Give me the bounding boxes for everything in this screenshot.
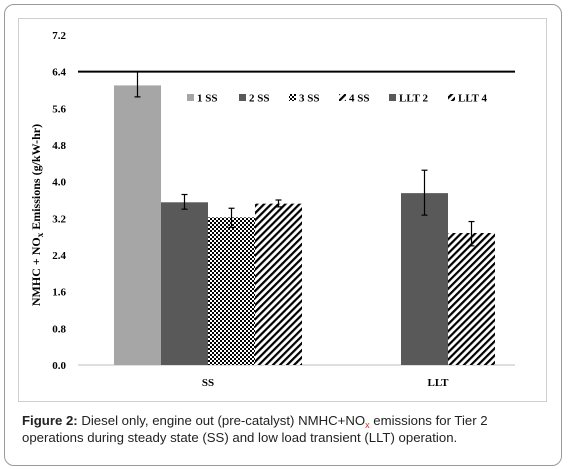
bar-3-ss: [208, 217, 255, 365]
caption-text-1: Diesel only, engine out (pre-catalyst) N…: [77, 413, 366, 428]
legend-label: 2 SS: [249, 93, 270, 105]
x-tick-label: LLT: [427, 377, 449, 389]
y-tick-label: 7.2: [52, 30, 66, 42]
error-bar: [468, 220, 475, 247]
legend-entry: 3 SS: [289, 93, 320, 105]
legend-swatch: [339, 94, 346, 101]
y-tick-label: 0.8: [52, 323, 66, 335]
legend-entry: LLT 4: [448, 93, 488, 105]
x-tick-label: SS: [202, 377, 214, 389]
caption-label: Figure 2:: [22, 413, 78, 428]
error-bar: [181, 193, 188, 210]
legend-swatch: [187, 94, 194, 101]
legend-entry: 2 SS: [239, 93, 270, 105]
y-axis-label: NMHC + NOx Emissions (g/kW-hr): [29, 124, 45, 306]
caption-text-2: emissions for Tier 2 operations during s…: [22, 413, 488, 445]
error-bar: [228, 207, 235, 229]
legend: 1 SS 2 SS 3 SS 4 SS LLT 2 LLT 4: [187, 93, 488, 105]
y-axis-label-main: NMHC + NO: [29, 237, 43, 306]
y-tick-label: 0.0: [52, 360, 66, 372]
legend-label: LLT 4: [458, 93, 488, 105]
y-tick-label: 2.4: [52, 250, 66, 262]
bar-llt-2: [401, 193, 448, 365]
plot-area-border: [18, 18, 547, 402]
legend-label: 3 SS: [299, 93, 320, 105]
y-tick-label: 3.2: [52, 213, 66, 225]
legend-swatch: [239, 94, 246, 101]
y-tick-label: 4.8: [52, 140, 66, 152]
legend-swatch: [448, 94, 455, 101]
legend-entry: 4 SS: [339, 93, 370, 105]
y-axis-label-sub: x: [35, 232, 45, 237]
error-bar: [275, 199, 282, 208]
legend-entry: LLT 2: [389, 93, 429, 105]
legend-entry: 1 SS: [187, 93, 218, 105]
bar-1-ss: [114, 85, 161, 366]
legend-label: LLT 2: [399, 93, 429, 105]
bar-chart: 0.0 0.8 1.6 2.4 3.2 4.0 4.8 5.6 6.4 7.2 SS LLT 1 SS…: [29, 30, 515, 389]
legend-label: 4 SS: [349, 93, 370, 105]
y-tick-label: 5.6: [52, 103, 66, 115]
y-tick-label: 4.0: [52, 177, 66, 189]
bar-llt-4: [448, 233, 495, 365]
legend-label: 1 SS: [197, 93, 218, 105]
figure-caption: Figure 2: Diesel only, engine out (pre-c…: [22, 412, 552, 446]
y-tick-label: 1.6: [52, 287, 66, 299]
bar-4-ss: [255, 203, 302, 365]
legend-swatch: [289, 94, 296, 101]
legend-swatch: [389, 94, 396, 101]
figure-frame: [4, 4, 562, 466]
y-axis-label-rest: Emissions (g/kW-hr): [29, 124, 43, 233]
caption-subscript: x: [365, 420, 370, 430]
y-tick-label: 6.4: [52, 67, 66, 79]
bar-2-ss: [161, 202, 208, 365]
error-bar: [421, 169, 428, 216]
